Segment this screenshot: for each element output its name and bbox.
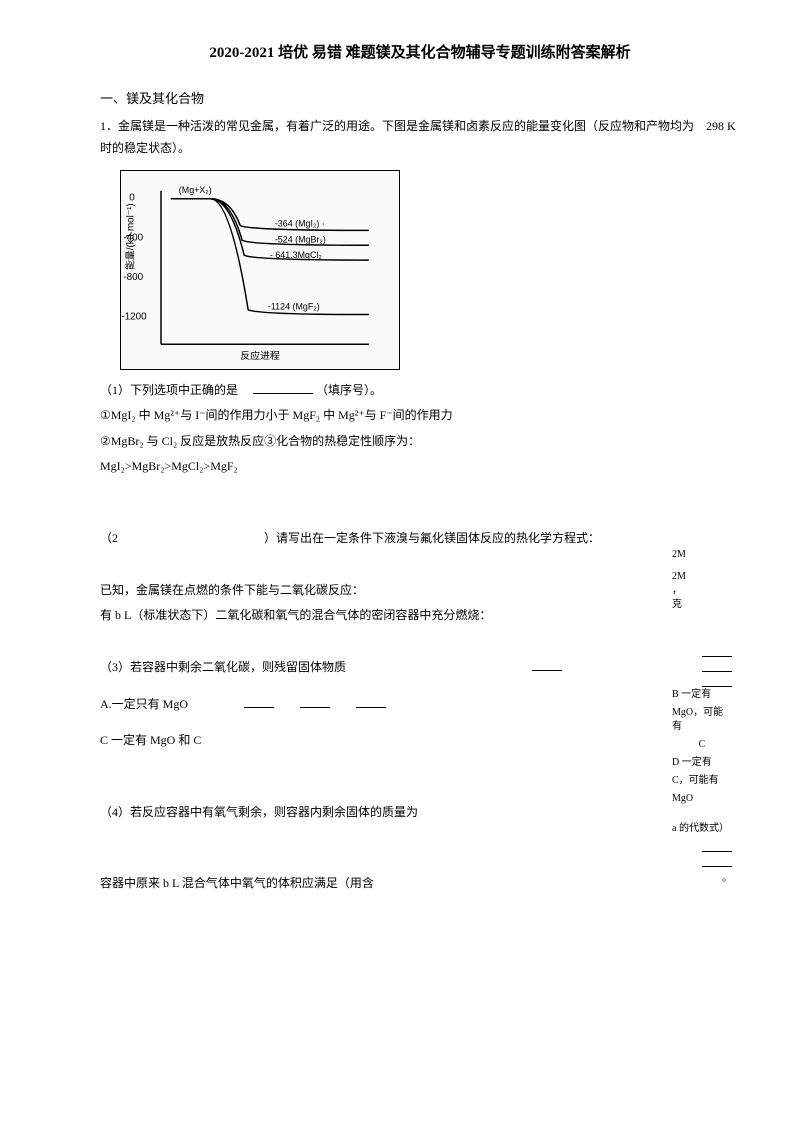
q1-3-blank[interactable] [532, 661, 562, 671]
blank-r4[interactable] [702, 842, 732, 852]
q1-3-text: （3）若容器中剩余二氧化碳，则残留固体物质 [100, 660, 346, 674]
question-1-1: （1）下列选项中正确的是 （填序号）。 [100, 380, 740, 402]
blank-r2[interactable] [702, 662, 732, 672]
q1-1-suffix: （填序号）。 [316, 383, 382, 397]
q1-1-blank[interactable] [253, 380, 313, 394]
energy-chart: 0 -400 -800 -1200 (Mg+X₂) -364 (MgI₂) · … [120, 170, 400, 370]
blank-a2[interactable] [300, 698, 330, 708]
opt-b-1: B 一定有 [672, 688, 732, 702]
known-text-2: 有 b L（标准状态下）二氧化碳和氧气的混合气体的密闭容器中充分燃烧： [100, 605, 740, 627]
q1-5-text: 容器中原来 b L 混合气体中氧气的体积应满足（用含 [100, 876, 374, 890]
question-1-intro: 1．金属镁是一种活泼的常见金属，有着广泛的用途。下图是金属镁和卤素反应的能量变化… [100, 116, 740, 159]
y-tick-0: 0 [129, 192, 135, 203]
y-tick-1200: -1200 [121, 311, 147, 322]
known-text-1: 已知，金属镁在点燃的条件下能与二氧化碳反应： [100, 580, 740, 602]
curve-label-mgi2: -364 (MgI₂) · [275, 218, 325, 228]
option-2: ②MgBr₂ 与 Cl₂ 反应是放热反应③化合物的热稳定性顺序为： [100, 431, 740, 453]
choice-c: C 一定有 MgO 和 C [100, 733, 201, 747]
opt-b-3: C [672, 738, 732, 752]
chart-top-label: (Mg+X₂) [179, 184, 212, 194]
blank-a3[interactable] [356, 698, 386, 708]
q1-4-right: a 的代数式） [672, 822, 732, 836]
blank-r5[interactable] [702, 857, 732, 867]
opt-d-1: D 一定有 [672, 756, 732, 770]
q1-2-text: ）请写出在一定条件下液溴与氟化镁固体反应的热化学方程式： [264, 531, 600, 545]
opt-b-2: MgO，可能有 [672, 706, 732, 734]
right-ke: 克 [672, 598, 732, 612]
curve-label-mgcl2: - 641.3MgCl₂ [270, 250, 323, 260]
blank-r1[interactable] [702, 647, 732, 657]
q1-4-text: （4）若反应容器中有氧气剩余，则容器内剩余固体的质量为 [100, 805, 418, 819]
section-header: 一、镁及其化合物 [100, 87, 740, 110]
right-2m-2: 2M [672, 570, 732, 584]
option-3: MgI₂>MgBr₂>MgCl₂>MgF₂ [100, 456, 740, 478]
choice-a: A.一定只有 MgO [100, 697, 188, 711]
q1-1-text: （1）下列选项中正确的是 [100, 383, 250, 397]
x-axis-label: 反应进程 [240, 349, 280, 362]
right-comma: ， [672, 584, 732, 598]
blank-r3[interactable] [702, 677, 732, 687]
y-axis-label: 能量/(kJ·mol⁻¹) [123, 203, 136, 270]
document-title: 2020-2021 培优 易错 难题镁及其化合物辅导专题训练附答案解析 [100, 40, 740, 67]
right-2m-1: 2M [672, 548, 732, 562]
option-1: ①MgI₂ 中 Mg²⁺与 I⁻间的作用力小于 MgF₂ 中 Mg²⁺与 F⁻间… [100, 405, 740, 427]
curve-label-mgf2: -1124 (MgF₂) [268, 301, 320, 311]
curve-label-mgbr2: -524 (MgBr₂) [275, 234, 326, 244]
y-tick-800: -800 [123, 271, 143, 282]
period-r: 。 [722, 873, 732, 884]
blank-a1[interactable] [244, 698, 274, 708]
opt-d-2: C，可能有 [672, 774, 732, 788]
q1-2-prefix: （2 [100, 531, 118, 545]
